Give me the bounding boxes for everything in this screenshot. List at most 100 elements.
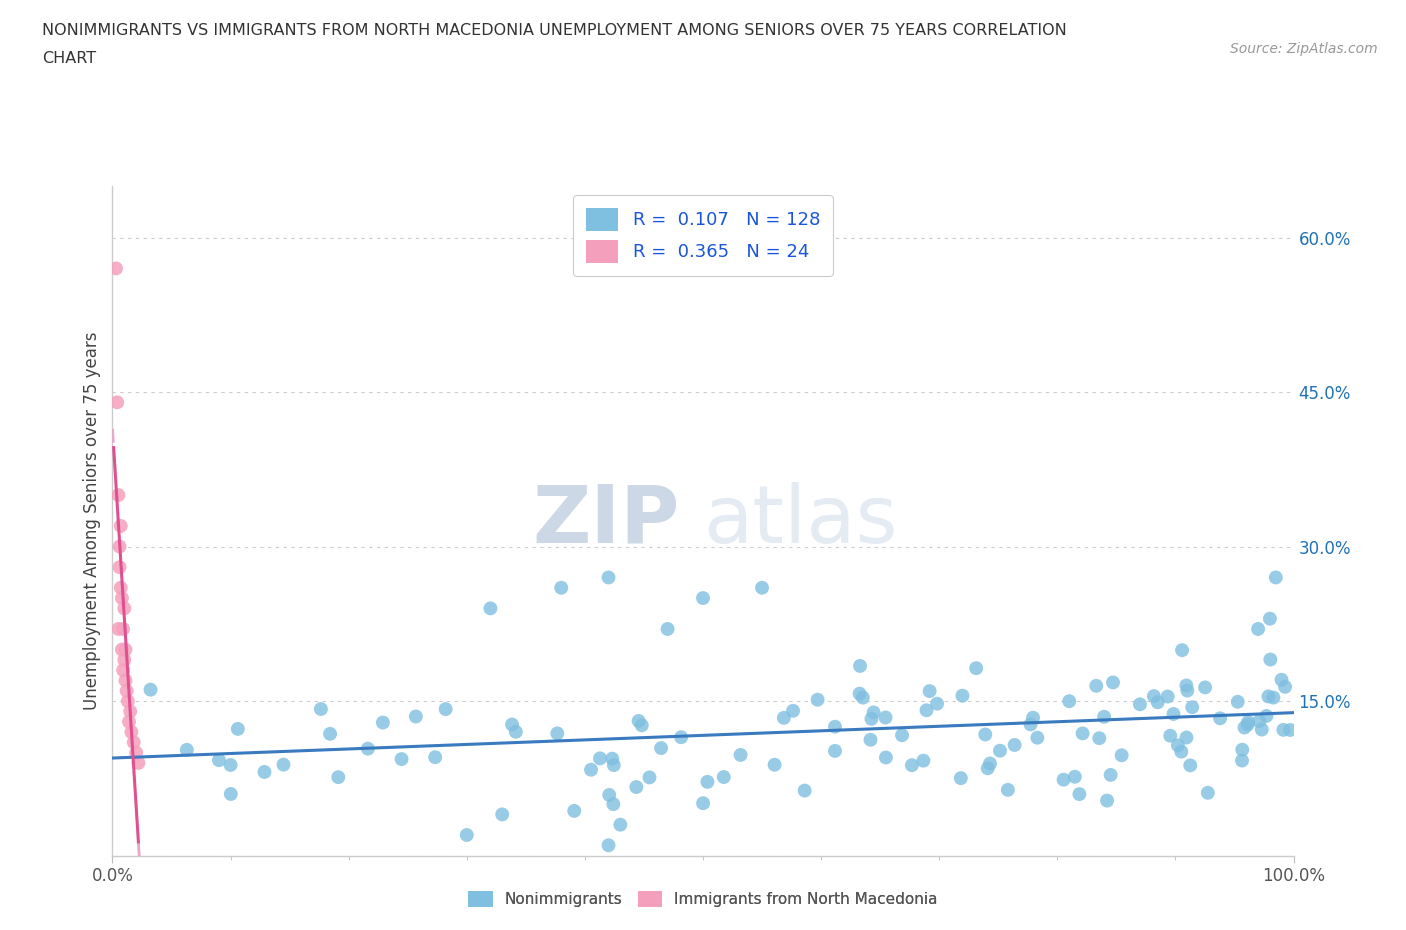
Point xyxy=(638,770,661,785)
Point xyxy=(111,591,134,605)
Point xyxy=(626,779,648,794)
Point xyxy=(974,727,997,742)
Point xyxy=(434,701,457,716)
Point xyxy=(1102,675,1125,690)
Point xyxy=(505,724,527,739)
Point xyxy=(773,711,796,725)
Point xyxy=(425,750,447,764)
Point xyxy=(139,683,162,698)
Point xyxy=(859,732,882,747)
Point xyxy=(1052,772,1074,787)
Point xyxy=(309,701,332,716)
Point xyxy=(1156,689,1178,704)
Point xyxy=(118,714,141,729)
Point xyxy=(1181,699,1204,714)
Point xyxy=(456,828,478,843)
Point xyxy=(627,713,650,728)
Point xyxy=(112,621,135,636)
Point xyxy=(108,539,131,554)
Point xyxy=(1088,731,1111,746)
Point xyxy=(112,653,135,668)
Y-axis label: Unemployment Among Seniors over 75 years: Unemployment Among Seniors over 75 years xyxy=(83,332,101,710)
Point xyxy=(965,660,987,675)
Text: Source: ZipAtlas.com: Source: ZipAtlas.com xyxy=(1230,42,1378,56)
Point xyxy=(319,726,342,741)
Point xyxy=(1057,694,1080,709)
Point xyxy=(117,694,139,709)
Point xyxy=(824,719,846,734)
Point xyxy=(122,735,145,750)
Point xyxy=(1257,689,1279,704)
Point xyxy=(550,580,572,595)
Point xyxy=(114,642,136,657)
Point xyxy=(219,758,242,773)
Point xyxy=(1167,737,1189,752)
Point xyxy=(979,756,1001,771)
Point xyxy=(1004,737,1026,752)
Point xyxy=(253,764,276,779)
Point xyxy=(219,787,242,802)
Point xyxy=(114,673,136,688)
Point xyxy=(1226,695,1249,710)
Point xyxy=(112,601,135,616)
Point xyxy=(110,519,132,534)
Point xyxy=(1194,680,1216,695)
Text: NONIMMIGRANTS VS IMMIGRANTS FROM NORTH MACEDONIA UNEMPLOYMENT AMONG SENIORS OVER: NONIMMIGRANTS VS IMMIGRANTS FROM NORTH M… xyxy=(42,23,1067,38)
Text: ZIP: ZIP xyxy=(531,482,679,560)
Point xyxy=(1279,723,1302,737)
Point xyxy=(1022,711,1045,725)
Point xyxy=(1129,697,1152,711)
Point xyxy=(589,751,612,765)
Point xyxy=(391,751,413,766)
Point xyxy=(491,807,513,822)
Point xyxy=(1071,726,1094,741)
Point xyxy=(1099,767,1122,782)
Point xyxy=(1026,730,1049,745)
Point xyxy=(630,718,652,733)
Text: CHART: CHART xyxy=(42,51,96,66)
Point xyxy=(1263,690,1285,705)
Point xyxy=(1272,723,1295,737)
Point xyxy=(1264,570,1286,585)
Point xyxy=(1232,742,1254,757)
Point xyxy=(405,709,427,724)
Point xyxy=(562,804,585,818)
Point xyxy=(657,621,679,636)
Point xyxy=(110,580,132,595)
Point xyxy=(600,751,623,766)
Point xyxy=(751,580,773,595)
Point xyxy=(997,782,1019,797)
Point xyxy=(1175,678,1198,693)
Point xyxy=(579,763,602,777)
Point xyxy=(1237,714,1260,729)
Point xyxy=(1209,711,1232,725)
Point xyxy=(226,722,249,737)
Point xyxy=(915,703,938,718)
Point xyxy=(875,750,897,764)
Point xyxy=(849,658,872,673)
Point xyxy=(1175,684,1198,698)
Point xyxy=(1270,672,1292,687)
Point xyxy=(1197,785,1219,800)
Point xyxy=(1092,710,1115,724)
Point xyxy=(977,761,1000,776)
Point xyxy=(901,758,924,773)
Point xyxy=(127,755,149,770)
Point xyxy=(696,775,718,790)
Point xyxy=(1260,652,1282,667)
Point xyxy=(1249,713,1271,728)
Point xyxy=(1233,720,1256,735)
Point xyxy=(120,724,142,739)
Point xyxy=(730,748,752,763)
Point xyxy=(891,728,914,743)
Point xyxy=(125,745,148,760)
Point xyxy=(598,838,620,853)
Point xyxy=(598,788,620,803)
Point xyxy=(501,717,523,732)
Point xyxy=(952,688,974,703)
Point xyxy=(692,796,714,811)
Point xyxy=(1180,758,1202,773)
Point xyxy=(111,642,134,657)
Point xyxy=(176,742,198,757)
Point xyxy=(824,743,846,758)
